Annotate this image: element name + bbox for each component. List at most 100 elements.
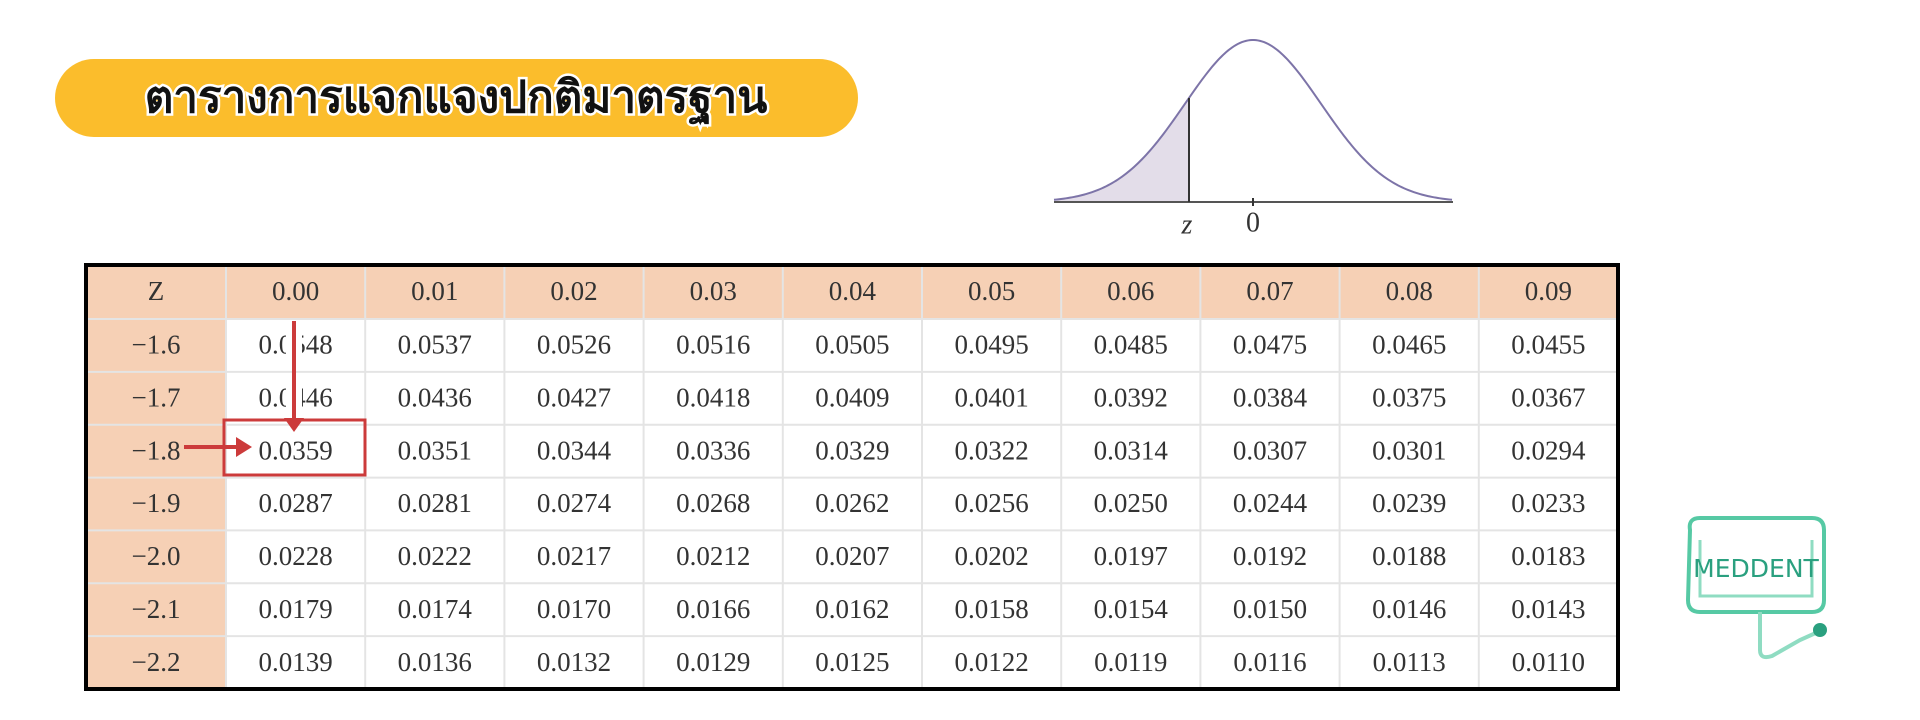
table-cell: 0.0537 xyxy=(398,330,472,360)
table-cell: 0.0192 xyxy=(1233,541,1307,571)
table-cell: 0.0301 xyxy=(1372,435,1446,465)
table-cell: 0.0170 xyxy=(537,594,611,624)
table-cell: 0.0166 xyxy=(676,594,750,624)
table-cell: 0.0129 xyxy=(676,647,750,677)
table-cell: 0.0287 xyxy=(258,488,332,518)
row-label: −2.1 xyxy=(132,594,181,624)
table-cell: 0.0409 xyxy=(815,382,889,412)
zero-label: 0 xyxy=(1246,207,1260,238)
table-cell: 0.0485 xyxy=(1094,330,1168,360)
table-cell: 0.0526 xyxy=(537,330,611,360)
table-cell: 0.0222 xyxy=(398,541,472,571)
z-table: Z 0.00 0.01 0.02 0.03 0.04 0.05 0.06 0.07 0.08 0.0… xyxy=(84,263,1620,691)
table-cell: 0.0281 xyxy=(398,488,472,518)
table-cell: 0.0116 xyxy=(1233,647,1306,677)
table-cell: 0.0256 xyxy=(954,488,1028,518)
table-cell: 0.0322 xyxy=(954,435,1028,465)
table-cell: 0.0359 xyxy=(258,435,332,465)
shaded-area xyxy=(1054,97,1189,202)
table-cell: 0.0392 xyxy=(1094,382,1168,412)
table-cell: 0.0179 xyxy=(258,594,332,624)
table-cell: 0.0336 xyxy=(676,435,750,465)
table-cell: 0.0314 xyxy=(1094,435,1169,465)
header-cell: 0.02 xyxy=(550,276,597,306)
header-bg xyxy=(86,265,1618,319)
header-cell: 0.03 xyxy=(690,276,737,306)
table-cell: 0.0239 xyxy=(1372,488,1446,518)
table-cell: 0.0143 xyxy=(1511,594,1585,624)
arrow-head xyxy=(284,418,304,432)
table-cell: 0.0122 xyxy=(954,647,1028,677)
header-cell: 0.06 xyxy=(1107,276,1154,306)
arrow-head xyxy=(236,437,252,457)
logo-cable xyxy=(1758,612,1819,660)
table-cell: 0.0367 xyxy=(1511,382,1585,412)
table-cell: 0.0139 xyxy=(258,647,332,677)
table-cell: 0.0188 xyxy=(1372,541,1446,571)
table-cell: 0.0212 xyxy=(676,541,750,571)
table-cell: 0.0250 xyxy=(1094,488,1168,518)
table-border xyxy=(84,263,1620,691)
table-cell: 0.0455 xyxy=(1511,330,1585,360)
table-cell: 0.0268 xyxy=(676,488,750,518)
table-cell: 0.0418 xyxy=(676,382,750,412)
table-cell: 0.0158 xyxy=(954,594,1028,624)
table-cell: 0.0427 xyxy=(537,382,611,412)
table-cell: 0.0344 xyxy=(537,435,612,465)
row-label: −1.9 xyxy=(132,488,181,518)
row-label: −1.8 xyxy=(132,435,181,465)
table-cell: 0.0228 xyxy=(258,541,332,571)
table-cell: 0.0384 xyxy=(1233,382,1308,412)
row-label: −2.0 xyxy=(132,541,181,571)
highlight xyxy=(184,321,367,477)
row-label: −1.7 xyxy=(132,382,181,412)
header-cell: 0.05 xyxy=(968,276,1015,306)
header-cell: Z xyxy=(148,276,165,306)
row-label: −1.6 xyxy=(132,330,181,360)
header-cell: 0.07 xyxy=(1246,276,1293,306)
table-cell: 0.0351 xyxy=(398,435,472,465)
row-label: −2.2 xyxy=(132,647,181,677)
title: ตารางการแจกแจงปกติมาตรฐาน xyxy=(145,72,768,125)
logo: MEDDENT xyxy=(1685,516,1827,660)
header-cell: 0.08 xyxy=(1386,276,1433,306)
title-pill xyxy=(55,59,858,137)
table-cell: 0.0233 xyxy=(1511,488,1585,518)
header-cell: 0.00 xyxy=(272,276,319,306)
table-cell: 0.0113 xyxy=(1373,647,1446,677)
table-cell: 0.0262 xyxy=(815,488,889,518)
table-cell: 0.0495 xyxy=(954,330,1028,360)
table-cell: 0.0197 xyxy=(1094,541,1168,571)
table-cell: 0.0401 xyxy=(954,382,1028,412)
table-cell: 0.0307 xyxy=(1233,435,1307,465)
logo-text: MEDDENT xyxy=(1693,554,1819,583)
table-cell: 0.0465 xyxy=(1372,330,1446,360)
table-cell: 0.0183 xyxy=(1511,541,1585,571)
header-cell: 0.04 xyxy=(829,276,877,306)
logo-screen xyxy=(1698,540,1814,598)
z-label: z xyxy=(1181,209,1193,240)
table-cell: 0.0329 xyxy=(815,435,889,465)
table-cell: 0.0436 xyxy=(398,382,472,412)
table-cell: 0.0202 xyxy=(954,541,1028,571)
normal-curve xyxy=(1053,39,1453,206)
table-cell: 0.0146 xyxy=(1372,594,1446,624)
table-cell: 0.0375 xyxy=(1372,382,1446,412)
table-cell: 0.0516 xyxy=(676,330,750,360)
table-cell: 0.0505 xyxy=(815,330,889,360)
table-cell: 0.0174 xyxy=(398,594,473,624)
curve-line xyxy=(1053,39,1453,201)
table-cell: 0.0150 xyxy=(1233,594,1307,624)
table-cell: 0.0274 xyxy=(537,488,612,518)
table-cell: 0.0475 xyxy=(1233,330,1307,360)
table-cell: 0.0244 xyxy=(1233,488,1308,518)
table-cell: 0.0217 xyxy=(537,541,611,571)
header-cell: 0.09 xyxy=(1525,276,1572,306)
logo-dot xyxy=(1813,623,1827,637)
table-cell: 0.0154 xyxy=(1094,594,1169,624)
table-cell: 0.0132 xyxy=(537,647,611,677)
table-cell: 0.0125 xyxy=(815,647,889,677)
header-cell: 0.01 xyxy=(411,276,458,306)
